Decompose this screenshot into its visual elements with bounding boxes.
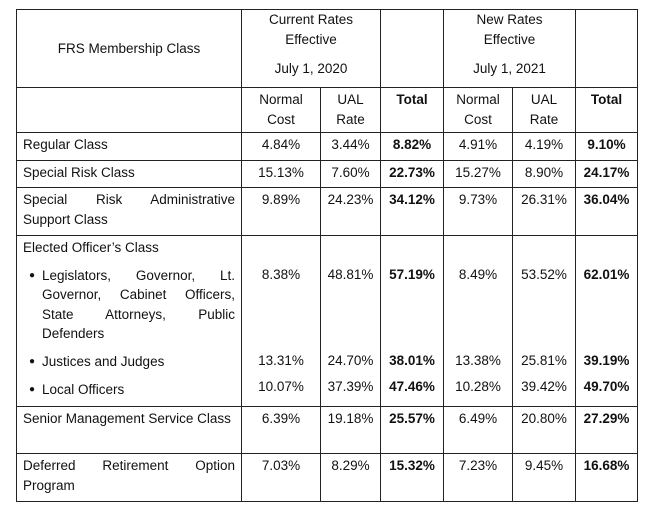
current-ual-rate-header: UAL Rate — [320, 87, 381, 133]
current-total: 22.73% — [380, 160, 444, 188]
current-total: 34.12% — [380, 187, 444, 236]
row-regular-class: Regular Class 4.84% 3.44% 8.82% 4.91% 4.… — [16, 132, 638, 161]
row-label: Special Risk Class — [16, 160, 242, 188]
current-total-cell: 57.19% 38.01% 47.46% — [380, 235, 444, 407]
bullet-item-legislators: ● Legislators, Governor, Lt. Governor, C… — [23, 266, 235, 344]
new-normal-cost: 7.23% — [443, 453, 513, 502]
sub-row-label: Legislators, Governor, Lt. Governor, Cab… — [42, 267, 235, 342]
current-total: 47.46% — [389, 379, 435, 394]
new-total: 62.01% — [583, 267, 630, 282]
new-ual-rate: 8.90% — [512, 160, 576, 188]
sub-row-label: Local Officers — [42, 381, 125, 397]
current-normal-cost: 6.39% — [241, 406, 321, 454]
elected-officers-cell: Elected Officer’s Class ● Legislators, G… — [16, 235, 242, 407]
new-ual-rate: 26.31% — [512, 187, 576, 236]
new-ual-rate-header: UAL Rate — [512, 87, 576, 133]
current-normal-cost: 15.13% — [241, 160, 321, 188]
current-normal-cost: 10.07% — [258, 379, 304, 394]
membership-class-header: FRS Membership Class — [16, 9, 242, 88]
bullet-icon: ● — [28, 355, 36, 367]
row-special-risk-class: Special Risk Class 15.13% 7.60% 22.73% 1… — [16, 160, 638, 188]
new-total: 49.70% — [583, 379, 630, 394]
current-ual-rate: 8.29% — [320, 453, 381, 502]
bullet-item-local: ● Local Officers — [23, 380, 235, 400]
sub-row-label: Justices and Judges — [42, 353, 165, 369]
current-rates-header: Current Rates Effective July 1, 2020 — [241, 9, 381, 88]
bullet-item-justices: ● Justices and Judges — [23, 352, 235, 380]
new-ual-rate: 25.81% — [521, 353, 567, 368]
new-total-header: Total — [575, 87, 638, 133]
current-total-spacer — [380, 9, 444, 88]
current-total: 15.32% — [380, 453, 444, 502]
blank-header-cell — [16, 87, 242, 133]
row-label: Special Risk Administrative Support Clas… — [16, 187, 242, 236]
new-normal-cost-header: Normal Cost — [443, 87, 513, 133]
new-ual-rate-cell: 53.52% 25.81% 39.42% — [512, 235, 576, 407]
current-normal-cost: 4.84% — [241, 132, 321, 161]
current-ual-rate: 24.23% — [320, 187, 381, 236]
current-total: 8.82% — [380, 132, 444, 161]
new-normal-cost: 10.28% — [455, 379, 501, 394]
new-total: 39.19% — [583, 353, 630, 368]
new-normal-cost: 13.38% — [455, 353, 501, 368]
new-ual-rate: 9.45% — [512, 453, 576, 502]
current-normal-cost-cell: 8.38% 13.31% 10.07% — [241, 235, 321, 407]
row-senior-management-class: Senior Management Service Class 6.39% 19… — [16, 406, 638, 454]
frs-rates-table: FRS Membership Class Current Rates Effec… — [16, 9, 638, 502]
current-total: 25.57% — [380, 406, 444, 454]
new-total: 27.29% — [575, 406, 638, 454]
new-ual-rate: 20.80% — [512, 406, 576, 454]
new-ual-rate: 53.52% — [521, 267, 567, 282]
new-total: 9.10% — [575, 132, 638, 161]
current-normal-cost: 13.31% — [258, 353, 304, 368]
bullet-icon: ● — [28, 269, 36, 281]
current-total: 38.01% — [389, 353, 435, 368]
current-ual-rate-cell: 48.81% 24.70% 37.39% — [320, 235, 381, 407]
new-ual-rate: 4.19% — [512, 132, 576, 161]
current-ual-rate: 3.44% — [320, 132, 381, 161]
current-ual-rate: 7.60% — [320, 160, 381, 188]
new-normal-cost: 8.49% — [458, 267, 498, 282]
row-deferred-retirement-option-program: Deferred Retirement Option Program 7.03%… — [16, 453, 638, 502]
new-total: 24.17% — [575, 160, 638, 188]
current-normal-cost: 9.89% — [241, 187, 321, 236]
header-row-rates: FRS Membership Class Current Rates Effec… — [16, 9, 638, 88]
new-ual-rate: 39.42% — [521, 379, 567, 394]
bullet-icon: ● — [28, 383, 36, 395]
current-ual-rate: 19.18% — [320, 406, 381, 454]
new-total-spacer — [575, 9, 638, 88]
row-elected-officers-class: Elected Officer’s Class ● Legislators, G… — [16, 235, 638, 407]
current-ual-rate: 48.81% — [327, 267, 374, 282]
header-row-columns: Normal Cost UAL Rate Total Normal Cost U… — [16, 87, 638, 133]
current-normal-cost-header: Normal Cost — [241, 87, 321, 133]
row-special-risk-admin-class: Special Risk Administrative Support Clas… — [16, 187, 638, 236]
new-total-cell: 62.01% 39.19% 49.70% — [575, 235, 638, 407]
new-normal-cost: 4.91% — [443, 132, 513, 161]
row-label: Senior Management Service Class — [16, 406, 242, 454]
current-total: 57.19% — [389, 267, 435, 282]
new-total: 36.04% — [575, 187, 638, 236]
new-normal-cost: 15.27% — [443, 160, 513, 188]
current-total-header: Total — [380, 87, 444, 133]
new-normal-cost: 9.73% — [443, 187, 513, 236]
row-label: Elected Officer’s Class — [23, 240, 159, 255]
new-rates-header: New Rates Effective July 1, 2021 — [443, 9, 576, 88]
row-label: Regular Class — [16, 132, 242, 161]
new-normal-cost-cell: 8.49% 13.38% 10.28% — [443, 235, 513, 407]
new-total: 16.68% — [575, 453, 638, 502]
row-label: Deferred Retirement Option Program — [16, 453, 242, 502]
new-normal-cost: 6.49% — [443, 406, 513, 454]
current-normal-cost: 8.38% — [261, 267, 301, 282]
current-normal-cost: 7.03% — [241, 453, 321, 502]
current-ual-rate: 24.70% — [327, 353, 374, 368]
current-ual-rate: 37.39% — [327, 379, 374, 394]
